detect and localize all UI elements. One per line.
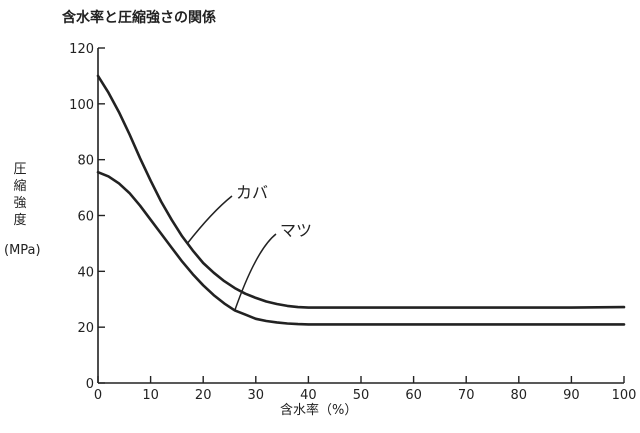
y-tick-label: 100 (69, 98, 94, 113)
x-tick-label: 30 (248, 388, 265, 403)
x-tick-label: 50 (353, 388, 370, 403)
y-axis-label-char: 圧 (13, 162, 26, 177)
y-axis-label-char: 縮 (13, 178, 26, 194)
y-tick-label: 80 (77, 154, 94, 169)
leader-line-kaba (186, 195, 233, 244)
chart-title: 含水率と圧縮強さの関係 (62, 9, 216, 26)
series-label-kaba: カバ (236, 183, 268, 202)
y-axis-label-char: 強 (13, 196, 26, 211)
series-group (96, 74, 626, 326)
y-tick-label: 120 (69, 42, 94, 57)
y-tick-label: 0 (86, 377, 94, 392)
y-axis-unit: (MPa) (4, 243, 41, 258)
leader-line-matsu (234, 233, 277, 311)
y-tick-label: 20 (77, 321, 94, 336)
y-tick-label: 60 (77, 210, 94, 225)
y-axis-ticks: 0 20 40 60 80 100 120 (69, 42, 105, 392)
x-tick-label: 80 (511, 388, 528, 403)
series-label-matsu: マツ (280, 221, 312, 240)
x-tick-label: 70 (458, 388, 475, 403)
x-tick-label: 60 (405, 388, 422, 403)
x-tick-label: 10 (142, 388, 159, 403)
x-tick-label: 100 (612, 388, 637, 403)
x-axis-label: 含水率（%） (280, 402, 357, 418)
x-tick-label: 20 (195, 388, 212, 403)
series-line-kaba (96, 74, 626, 309)
x-tick-label: 0 (94, 388, 102, 403)
series-line-matsu (96, 170, 626, 326)
axes (97, 48, 624, 384)
y-tick-label: 40 (77, 265, 94, 280)
x-axis-ticks: 0 10 20 30 40 50 60 70 80 90 100 (94, 376, 637, 403)
x-tick-label: 40 (300, 388, 317, 403)
x-tick-label: 90 (563, 388, 580, 403)
y-axis-label-char: 度 (13, 212, 26, 228)
